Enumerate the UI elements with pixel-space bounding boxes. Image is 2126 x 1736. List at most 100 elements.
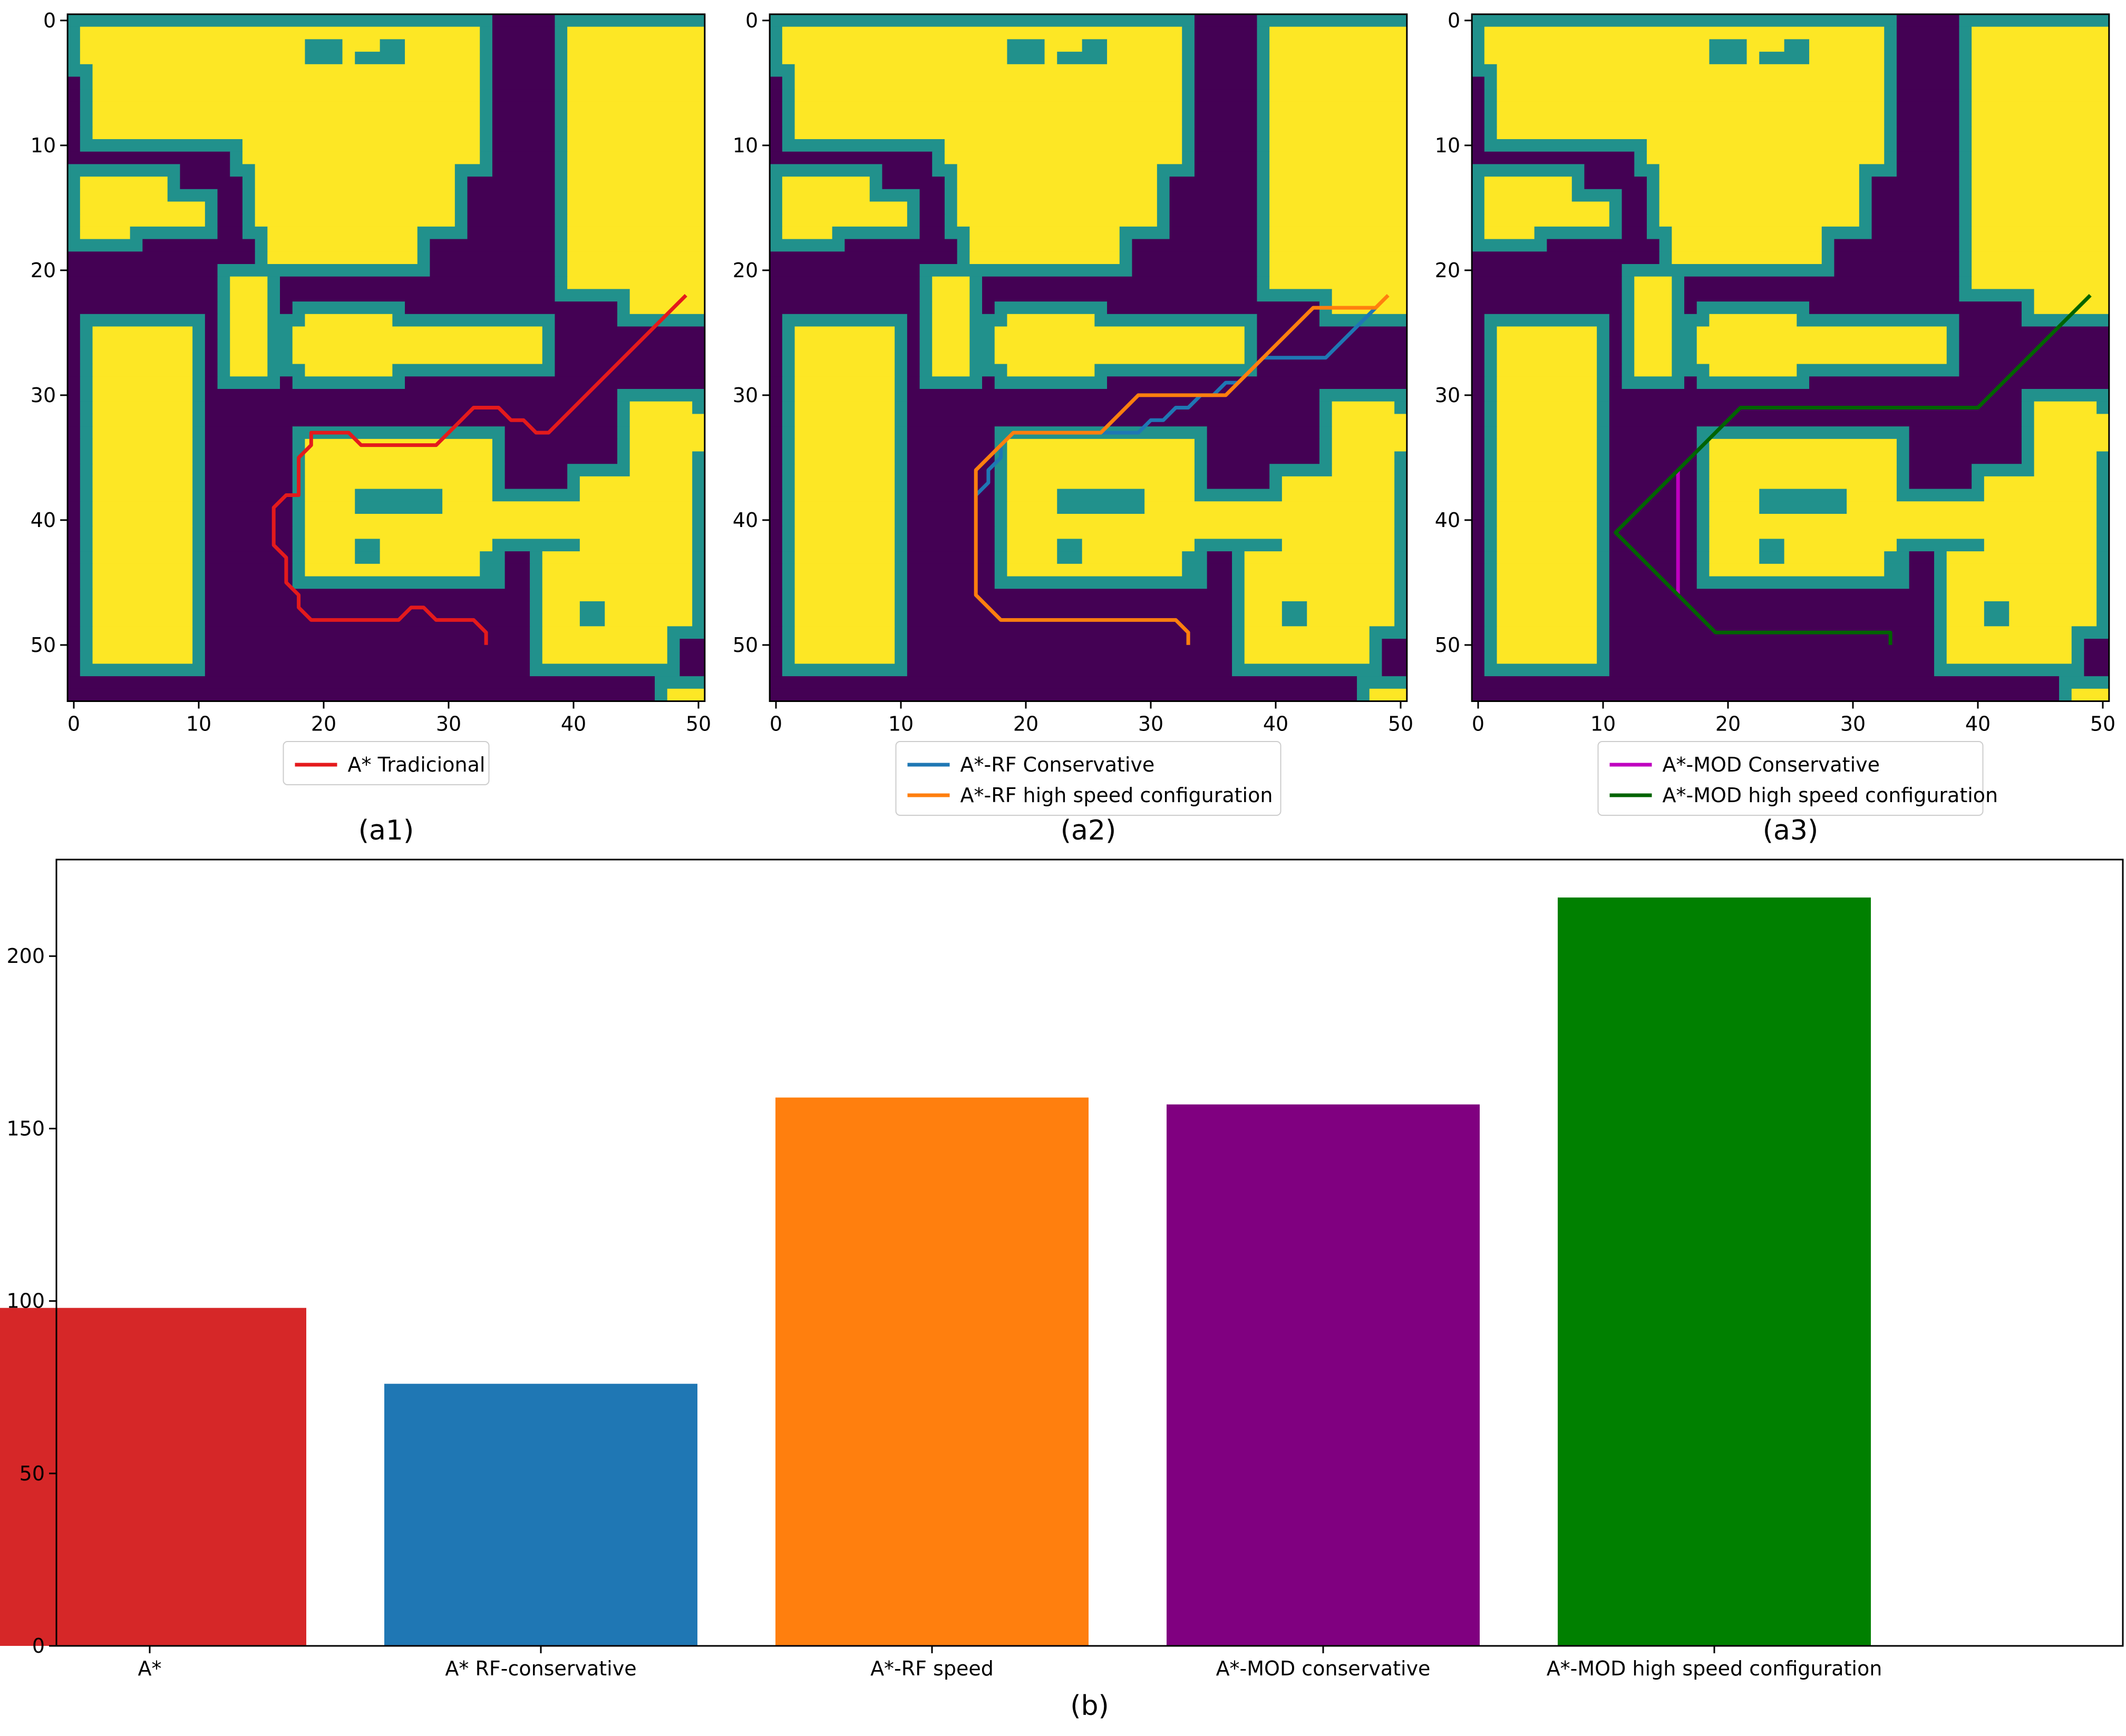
grid-cell-run [1207,438,1320,452]
grid-cell-run [1934,664,2085,677]
grid-cell-run [1646,226,1672,240]
grid-cell-run [1357,676,1407,689]
grid-cell-run [770,426,783,440]
grid-cell-run [67,414,81,427]
grid-cell-run [2034,426,2110,440]
grid-cell-run [907,514,995,527]
grid-cell-run [67,314,81,327]
grid-cell-run [1207,551,1232,564]
grid-cell-run [92,438,193,452]
grid-cell-run [794,414,895,427]
grid-cell-run [1609,339,1623,352]
grid-cell-run [1696,489,1710,502]
grid-cell-run [1007,501,1057,514]
grid-cell-run [492,464,506,477]
grid-cell-run [1972,64,2110,77]
x-tick-label: 10 [1590,713,1616,736]
grid-cell-run [67,164,181,177]
grid-cell-run [994,514,1008,527]
grid-cell-run [1194,89,1258,102]
grid-cell-run [555,364,705,377]
grid-cell-run [492,64,556,77]
grid-cell-run [1257,164,1270,177]
grid-cell-run [1634,351,1672,365]
grid-cell-run [1472,601,1485,615]
x-tick-label: A* [138,1657,162,1680]
grid-cell-run [1959,201,1972,214]
grid-cell-run [1896,126,1960,140]
grid-cell-run [2021,414,2035,427]
grid-cell-run [567,52,705,65]
grid-cell-run [67,339,81,352]
y-tick-label: 20 [31,259,56,282]
grid-cell-run [205,376,218,389]
grid-cell-run [770,326,783,339]
grid-cell-run [467,189,556,202]
grid-cell-run [1282,601,1307,615]
grid-cell-run [267,239,418,252]
grid-cell-run [67,639,81,652]
grid-cell-run [1257,326,1407,339]
grid-cell-run [80,476,93,490]
grid-cell-run [67,151,230,164]
grid-cell-run [267,289,280,302]
grid-cell-run [605,613,693,627]
grid-cell-run [1394,613,1407,627]
grid-cell-run [895,563,908,577]
grid-cell-run [1232,651,1245,664]
x-tick-label: 0 [67,713,80,736]
grid-cell-run [492,476,506,490]
grid-cell-run [1094,364,1258,377]
grid-cell-run [1497,326,1597,339]
grid-cell-run [1472,39,1485,52]
grid-cell-run [1484,414,1498,427]
grid-cell-run [217,301,230,315]
grid-cell-run [555,151,568,164]
grid-cell-run [2096,501,2110,514]
grid-cell-run [782,139,945,152]
grid-cell-run [1472,276,1623,289]
grid-cell-run [192,526,206,539]
grid-cell-run [1946,339,1960,352]
grid-cell-run [1946,601,1985,615]
grid-cell-run [1746,52,1760,65]
grid-cell-run [292,551,306,564]
grid-cell-run [1597,389,1610,402]
grid-cell-run [782,339,795,352]
grid-cell-run [1497,376,1597,389]
grid-cell-run [1759,52,1810,65]
grid-cell-run [2071,651,2085,664]
grid-cell-run [1696,451,1710,464]
grid-cell-run [994,576,1208,589]
grid-cell-run [1484,551,1498,564]
grid-cell-run [692,563,705,577]
grid-cell-run [919,214,945,227]
grid-cell-run [1909,576,1935,589]
grid-cell-run [1859,201,1872,214]
grid-cell-run [1597,563,1610,577]
grid-cell-run [1472,339,1485,352]
grid-cell-run [1622,326,1635,339]
legend-label: A*-RF Conservative [960,753,1155,776]
grid-cell-run [1684,301,1697,315]
grid-cell-run [1871,201,1960,214]
grid-cell-run [1497,351,1597,365]
grid-cell-run [1609,639,1935,652]
grid-cell-run [492,438,506,452]
x-tick-label: 10 [888,713,914,736]
grid-cell-run [1871,226,1960,240]
grid-cell-run [1394,401,1407,414]
x-tick-label: 10 [186,713,211,736]
grid-cell-run [417,239,431,252]
grid-cell-run [242,177,256,190]
grid-cell-run [92,114,480,127]
grid-cell-run [907,451,995,464]
grid-cell-run [230,151,243,164]
grid-cell-run [794,376,895,389]
grid-cell-run [932,364,970,377]
grid-cell-run [405,376,705,389]
grid-cell-run [205,451,293,464]
grid-cell-run [770,114,783,127]
grid-cell-run [907,601,1232,615]
grid-cell-run [555,326,705,339]
